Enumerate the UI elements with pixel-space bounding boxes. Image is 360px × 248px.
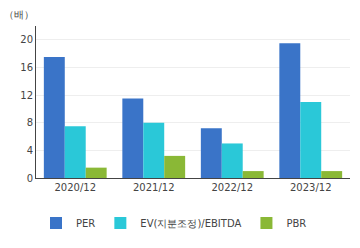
svg-text:PER: PER	[76, 218, 95, 229]
svg-text:（배）: （배）	[4, 9, 34, 20]
svg-text:0: 0	[27, 173, 33, 184]
svg-text:2023/12: 2023/12	[290, 182, 332, 193]
svg-text:16: 16	[20, 62, 33, 73]
svg-text:8: 8	[27, 117, 33, 128]
svg-text:PBR: PBR	[286, 218, 306, 229]
svg-text:EV(지분조정)/EBITDA: EV(지분조정)/EBITDA	[140, 218, 241, 229]
svg-text:4: 4	[27, 145, 33, 156]
svg-text:20: 20	[20, 34, 33, 45]
svg-text:2022/12: 2022/12	[211, 182, 253, 193]
svg-text:12: 12	[20, 90, 33, 101]
svg-text:2021/12: 2021/12	[133, 182, 175, 193]
svg-text:2020/12: 2020/12	[54, 182, 96, 193]
